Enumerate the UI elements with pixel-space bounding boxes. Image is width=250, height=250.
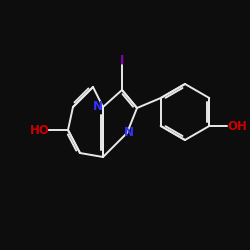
Text: I: I bbox=[120, 54, 124, 68]
Text: HO: HO bbox=[30, 124, 50, 136]
Text: N: N bbox=[93, 100, 103, 114]
Text: N: N bbox=[124, 126, 134, 140]
Text: OH: OH bbox=[227, 120, 247, 132]
